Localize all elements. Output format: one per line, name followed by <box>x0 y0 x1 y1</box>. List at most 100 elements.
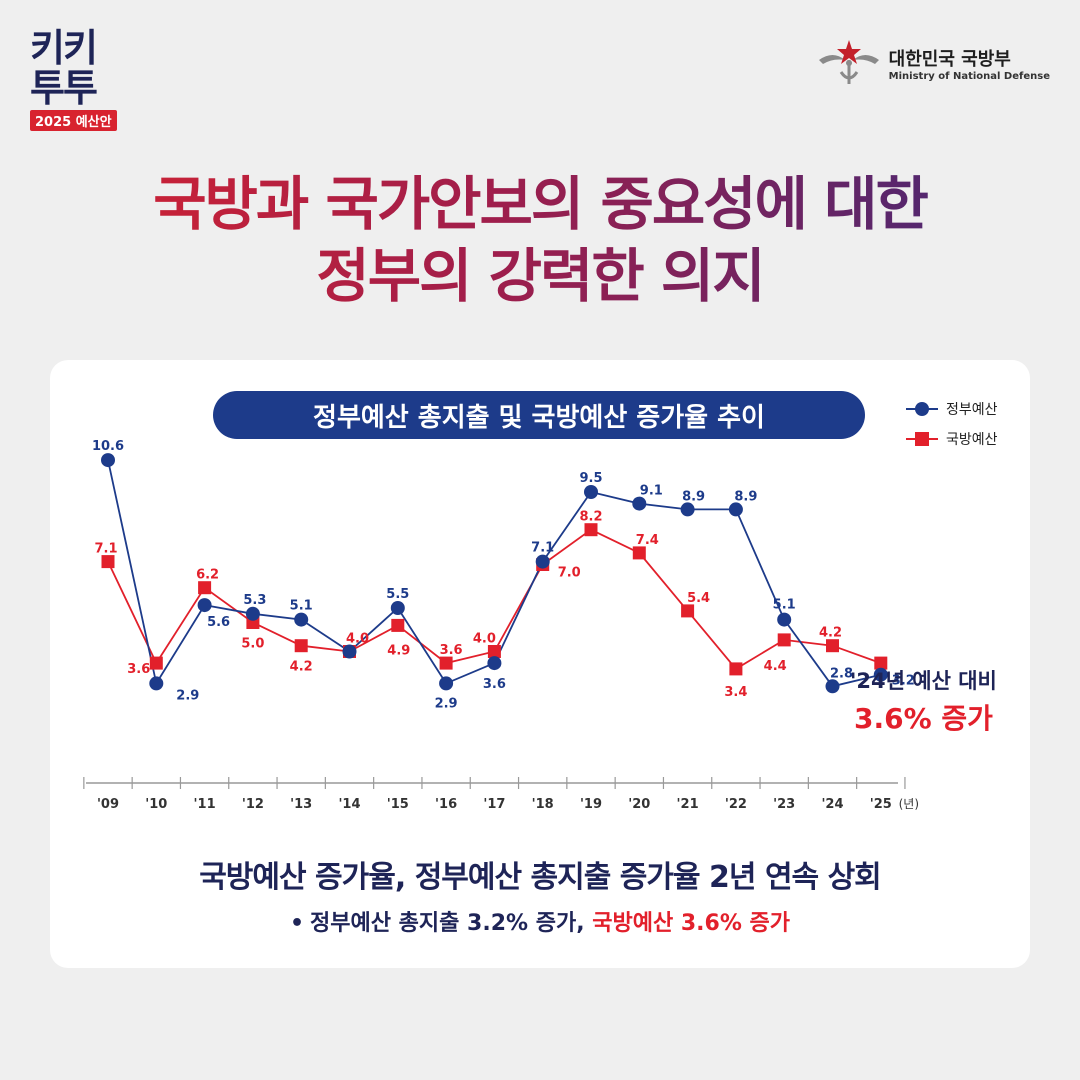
bullet-dot: • <box>289 911 305 936</box>
x-axis-unit: (년) <box>899 797 919 811</box>
headline-line-1: 국방과 국가안보의 중요성에 대한 <box>0 168 1080 240</box>
x-tick-label: '09 <box>97 797 119 812</box>
defense-data-label: 7.1 <box>94 542 117 557</box>
annotation-line-1: '24년 예산 대비 <box>850 669 997 693</box>
gov-point <box>825 679 840 694</box>
x-tick-label: '10 <box>145 797 167 812</box>
chart-annotation: '24년 예산 대비 3.6% 증가 <box>850 665 997 737</box>
gov-point <box>487 656 502 671</box>
x-tick-label: '23 <box>773 797 795 812</box>
bullet-gov-text: 정부예산 총지출 3.2% 증가, <box>310 911 585 936</box>
gov-data-label: 7.1 <box>531 541 554 556</box>
defense-data-label: 4.2 <box>819 626 842 641</box>
gov-data-label: 2.8 <box>830 666 853 681</box>
gov-point <box>632 496 647 511</box>
defense-point <box>149 656 163 670</box>
ministry-name-en: Ministry of National Defense <box>888 70 1050 82</box>
x-tick-label: '12 <box>242 797 264 812</box>
defense-data-label: 4.9 <box>387 643 410 658</box>
defense-point <box>487 645 501 658</box>
gov-data-label: 9.1 <box>640 484 663 499</box>
defense-data-label: 3.6 <box>440 643 463 658</box>
defense-point <box>681 604 695 618</box>
legend-label-defense: 국방예산 <box>946 432 998 448</box>
defense-point <box>826 639 839 653</box>
defense-point <box>632 546 646 560</box>
summary-text: 국방예산 증가율, 정부예산 총지출 증가율 2년 연속 상회 <box>199 860 882 895</box>
gov-point <box>728 502 743 517</box>
legend-item-defense: 국방예산 <box>904 424 998 454</box>
gov-data-label: 2.9 <box>435 696 458 711</box>
summary-bullet: • 정부예산 총지출 3.2% 증가, 국방예산 3.6% 증가 <box>50 905 1030 937</box>
ministry-logo: 대한민국 국방부 Ministry of National Defense <box>817 38 1050 88</box>
defense-data-label: 5.0 <box>241 637 264 652</box>
x-tick-label: '22 <box>725 797 747 812</box>
brand-line-2: 투투 <box>30 66 98 110</box>
gov-data-label: 3.2 <box>892 674 915 689</box>
gov-point <box>439 676 454 691</box>
defense-point <box>101 555 115 569</box>
x-tick-label: '17 <box>483 797 505 812</box>
legend-item-gov: 정부예산 <box>904 394 998 424</box>
defense-data-label: 4.0 <box>346 632 369 647</box>
gov-point <box>680 502 695 517</box>
defense-data-label: 4.0 <box>473 632 496 647</box>
defense-data-label: 7.4 <box>636 533 659 548</box>
gov-point <box>294 612 309 627</box>
legend-circle-icon <box>906 402 938 416</box>
chart-legend: 정부예산 국방예산 <box>904 394 998 454</box>
x-tick-label: '13 <box>290 797 312 812</box>
gov-point <box>584 485 598 499</box>
gov-data-label: 2.9 <box>176 688 199 703</box>
chart-title: 정부예산 총지출 및 국방예산 증가율 추이 <box>213 391 865 439</box>
defense-data-label: 4.4 <box>764 659 787 674</box>
defense-data-label: 3.6 <box>127 662 150 677</box>
x-tick-label: '20 <box>628 797 650 812</box>
gov-data-label: 5.5 <box>386 587 409 602</box>
legend-label-gov: 정부예산 <box>946 402 998 418</box>
line-chart: '09 '10 '11 '12 '13 '14 '15 '16 '17 '18 '19 '20 '21 '… <box>83 439 919 812</box>
legend-square-icon <box>906 432 938 446</box>
defense-point <box>294 639 308 653</box>
defense-data-label: 7.0 <box>558 566 581 581</box>
defense-point <box>439 656 453 670</box>
headline: 국방과 국가안보의 중요성에 대한 정부의 강력한 의지 <box>0 168 1080 312</box>
defense-data-label: 3.4 <box>724 685 747 700</box>
defense-data-label: 8.2 <box>579 510 602 525</box>
gov-point <box>342 644 357 659</box>
x-tick-label: '24 <box>821 797 843 812</box>
gov-data-label: 5.1 <box>290 599 313 614</box>
ministry-emblem-icon <box>818 40 879 84</box>
x-tick-label: '14 <box>338 797 360 812</box>
defense-data-label: 4.2 <box>290 660 313 675</box>
gov-data-label: 8.9 <box>734 489 757 504</box>
x-tick-label: '16 <box>435 797 457 812</box>
gov-data-label: 10.6 <box>92 439 124 454</box>
gov-point <box>390 601 405 615</box>
x-tick-label: '15 <box>387 797 409 812</box>
gov-data-label: 5.3 <box>243 593 266 608</box>
gov-data-label: 5.1 <box>773 598 796 613</box>
gov-data-label: 3.6 <box>483 677 506 692</box>
gov-data-label: 8.9 <box>682 489 705 504</box>
gov-data-label: 9.5 <box>579 471 602 486</box>
headline-line-2: 정부의 강력한 의지 <box>0 240 1080 312</box>
annotation-line-2: 3.6% 증가 <box>853 702 993 735</box>
defense-point <box>874 656 888 670</box>
bullet-defense-text: 국방예산 3.6% 증가 <box>592 911 791 936</box>
gov-point <box>101 453 115 468</box>
brand-logo: 키키 투투 2025 예산안 <box>30 28 130 131</box>
defense-point <box>198 581 212 595</box>
x-tick-label: '21 <box>677 797 699 812</box>
brand-line-1: 키키 <box>30 26 98 70</box>
gov-point <box>873 667 888 682</box>
ministry-name-ko: 대한민국 국방부 <box>888 48 1011 70</box>
gov-point <box>197 598 212 613</box>
brand-subtitle: 2025 예산안 <box>30 110 117 131</box>
defense-point <box>391 618 405 632</box>
defense-data-label: 6.2 <box>196 568 219 583</box>
defense-point <box>584 523 598 537</box>
x-tick-label: '18 <box>532 797 554 812</box>
gov-point <box>777 612 792 627</box>
gov-point <box>535 554 550 569</box>
